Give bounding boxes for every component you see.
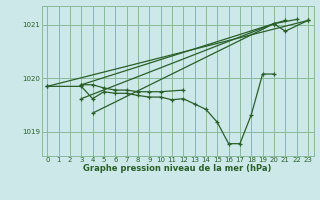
- X-axis label: Graphe pression niveau de la mer (hPa): Graphe pression niveau de la mer (hPa): [84, 164, 272, 173]
